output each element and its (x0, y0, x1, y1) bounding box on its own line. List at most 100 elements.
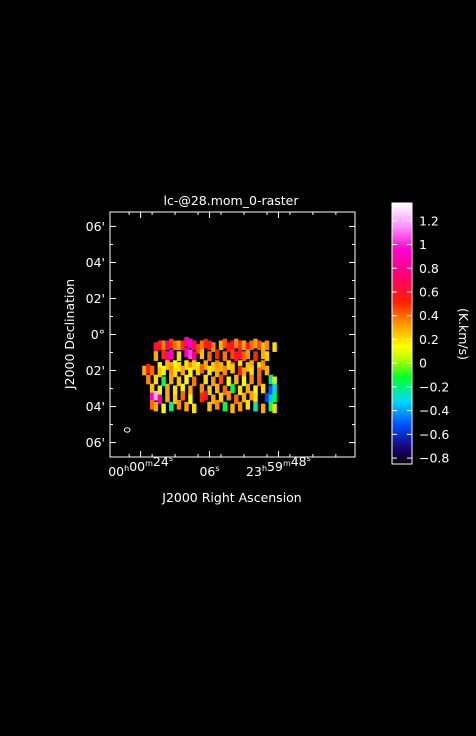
emission-pixel (211, 394, 216, 405)
x-tick-label: 00h00m24s (108, 454, 173, 479)
emission-pixel (257, 367, 262, 378)
emission-pixel (211, 362, 216, 372)
emission-pixel (203, 360, 208, 370)
emission-pixels (142, 336, 277, 414)
emission-pixel (161, 403, 166, 414)
emission-pixel (260, 383, 266, 394)
emission-pixel (264, 340, 270, 351)
emission-pixel (157, 362, 162, 372)
emission-pixel (257, 340, 262, 351)
emission-pixel (165, 392, 170, 403)
emission-pixel (215, 367, 220, 378)
plot-frame (109, 211, 356, 458)
emission-pixel (157, 367, 162, 378)
emission-pixel (161, 365, 166, 376)
emission-pixel (253, 338, 258, 349)
emission-pixel (241, 351, 247, 361)
emission-pixel (165, 383, 170, 394)
y-tick-label: 06' (86, 435, 105, 450)
y-tick-label: 02' (86, 291, 105, 306)
emission-pixel (207, 385, 212, 396)
emission-pixel (153, 374, 159, 385)
emission-pixel (218, 362, 224, 372)
emission-pixel (184, 347, 189, 358)
emission-pixel (192, 376, 197, 387)
emission-pixel (237, 340, 243, 351)
emission-pixel (184, 360, 189, 370)
emission-pixel (146, 374, 151, 385)
emission-pixel (260, 403, 266, 414)
emission-pixel (253, 392, 258, 403)
emission-pixel (172, 385, 178, 396)
colorbar-tick-label: 1.2 (419, 213, 439, 228)
emission-pixel (169, 338, 174, 349)
emission-pixel (260, 342, 266, 352)
emission-pixel (192, 340, 197, 351)
emission-pixel (253, 351, 258, 361)
emission-pixel (184, 336, 189, 347)
emission-pixel (253, 401, 258, 412)
colorbar-ticks: 1.2 1 0.8 0.6 0.4 0.2 0 −0.2 −0.4 −0.6 −0.8 (392, 213, 449, 466)
emission-pixel (249, 360, 254, 370)
emission-pixel (157, 340, 162, 351)
emission-pixel (188, 367, 193, 378)
emission-pixel (211, 342, 216, 352)
emission-pixel (180, 390, 185, 401)
emission-pixel (195, 344, 201, 354)
y-axis-label: J2000 Declination (62, 279, 77, 390)
colorbar-tick-label: −0.6 (419, 427, 449, 442)
emission-pixel (264, 365, 270, 376)
emission-pixel (237, 365, 243, 376)
emission-pixel (176, 376, 182, 387)
emission-pixel (268, 374, 273, 385)
emission-pixel (165, 351, 170, 361)
emission-pixel (241, 340, 247, 351)
colorbar: 1.2 1 0.8 0.6 0.4 0.2 0 −0.2 −0.4 −0.6 −0.8 (K.km/… (391, 202, 471, 466)
emission-pixel (222, 365, 227, 376)
emission-pixel (165, 340, 170, 351)
emission-pixel (241, 392, 247, 403)
emission-pixel (195, 365, 201, 376)
emission-pixel (199, 383, 205, 394)
emission-pixel (169, 365, 174, 376)
emission-pixel (188, 385, 193, 396)
emission-pixel (149, 383, 155, 394)
emission-pixel (192, 351, 197, 361)
beam-marker (123, 427, 131, 433)
emission-pixel (199, 363, 205, 374)
colorbar-tick-label: −0.2 (419, 379, 449, 394)
emission-pixel (172, 360, 178, 370)
emission-pixel (249, 390, 254, 401)
emission-pixel (203, 338, 208, 349)
emission-pixel (215, 349, 220, 360)
colorbar-tick-label: 1 (419, 237, 427, 252)
emission-pixel (241, 367, 247, 378)
emission-pixel (268, 401, 273, 412)
emission-pixel (218, 374, 224, 385)
emission-pixel (237, 360, 243, 370)
emission-pixel (149, 392, 155, 403)
emission-pixel (199, 340, 205, 351)
emission-pixel (218, 340, 224, 351)
emission-pixel (230, 363, 235, 374)
chart-title: lc-@28.mom_0-raster (164, 193, 300, 208)
colorbar-tick-label: 0 (419, 356, 427, 371)
emission-pixel (237, 385, 243, 396)
emission-pixel (257, 376, 262, 387)
colorbar-tick-label: 0.4 (419, 308, 439, 323)
emission-pixel (215, 360, 220, 370)
emission-pixel (234, 338, 239, 349)
emission-pixel (172, 340, 178, 351)
emission-pixel (245, 349, 250, 360)
emission-pixel (215, 400, 220, 410)
emission-pixel (245, 400, 250, 410)
emission-pixel (222, 401, 227, 412)
emission-pixel (142, 365, 147, 376)
y-tick-label: 02' (86, 363, 105, 378)
emission-pixel (226, 376, 231, 387)
emission-pixel (268, 385, 273, 396)
y-tick-label: 04' (86, 399, 105, 414)
emission-pixel (222, 338, 227, 349)
